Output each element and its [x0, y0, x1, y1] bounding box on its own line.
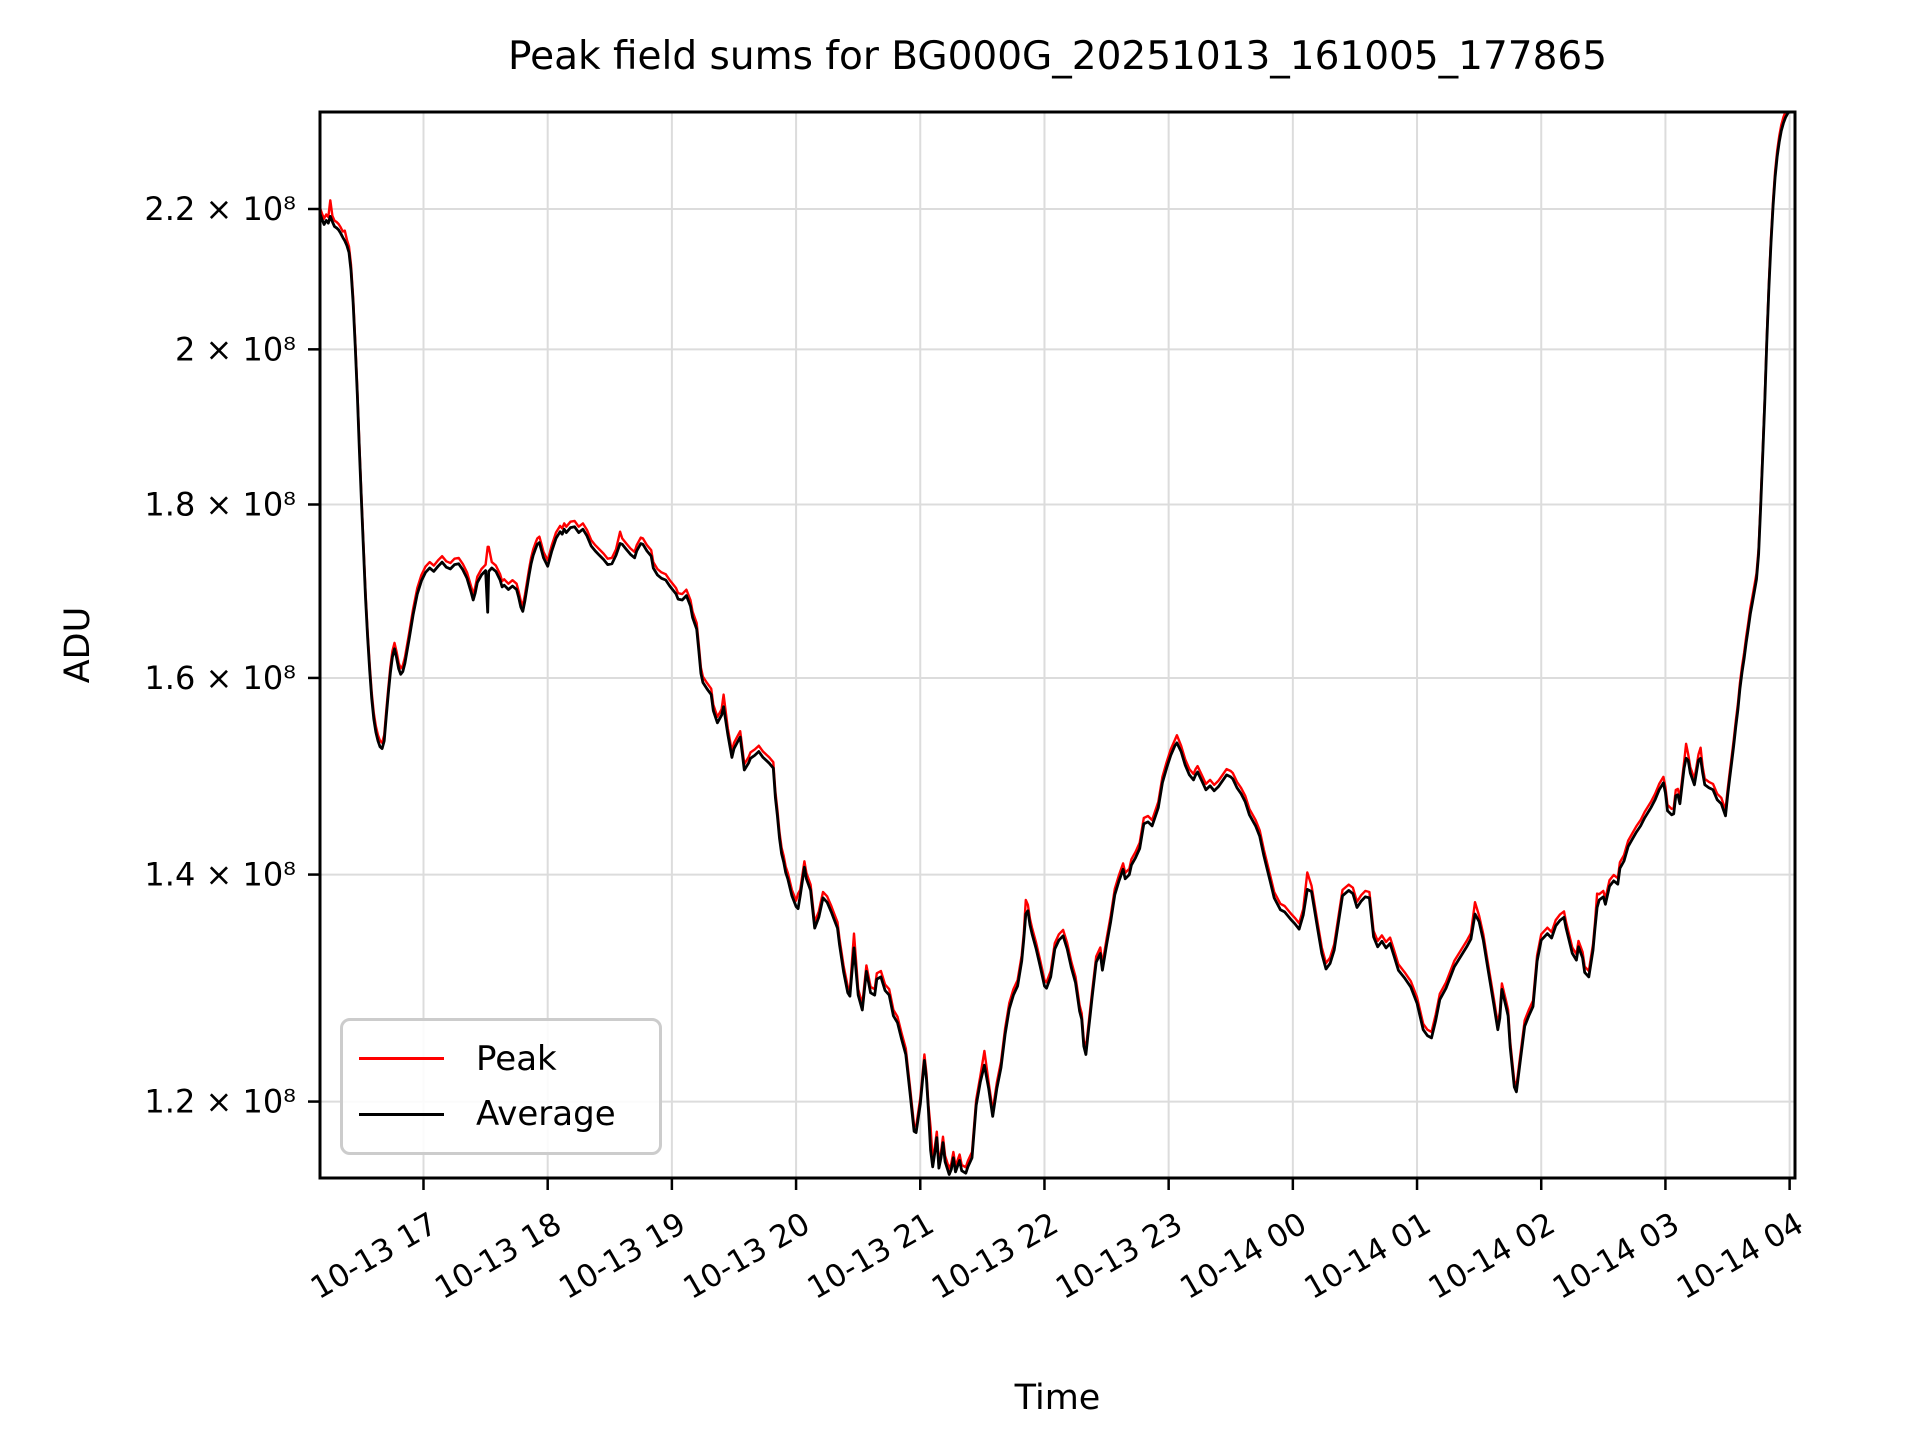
legend-item-peak: Peak — [359, 1039, 659, 1079]
legend-item-average: Average — [359, 1094, 659, 1134]
legend: Peak Average — [340, 1018, 662, 1155]
x-tick-label: 10-14 04 — [1671, 1206, 1810, 1307]
y-tick-label: 2 × 10⁸ — [175, 330, 296, 368]
x-axis-label: Time — [1014, 1378, 1101, 1418]
y-tick-label: 1.8 × 10⁸ — [144, 485, 296, 523]
y-axis-label: ADU — [58, 606, 98, 684]
chart-title: Peak field sums for BG000G_20251013_1610… — [507, 34, 1608, 79]
plot-spines — [318, 110, 1797, 1180]
x-tick-label: 10-13 19 — [553, 1206, 692, 1307]
peak-series-line — [320, 112, 1787, 1170]
legend-label-average: Average — [476, 1094, 616, 1135]
x-tick-label: 10-14 00 — [1174, 1206, 1313, 1307]
x-tick-label: 10-13 21 — [802, 1206, 941, 1307]
x-tick-label: 10-13 20 — [677, 1206, 816, 1307]
y-tick-label: 1.4 × 10⁸ — [144, 856, 296, 894]
average-line-sample-icon — [359, 1112, 444, 1116]
y-tick-label: 1.2 × 10⁸ — [144, 1083, 296, 1121]
x-tick-label: 10-14 03 — [1547, 1206, 1686, 1307]
peak-line-sample-icon — [359, 1057, 444, 1061]
y-tick-label: 1.6 × 10⁸ — [144, 659, 296, 697]
legend-label-peak: Peak — [476, 1038, 557, 1079]
average-series-line — [320, 112, 1792, 1176]
y-tick-label: 2.2 × 10⁸ — [144, 190, 296, 228]
x-tick-label: 10-13 17 — [305, 1206, 444, 1307]
x-tick-label: 10-14 01 — [1298, 1206, 1437, 1307]
x-tick-label: 10-13 23 — [1050, 1206, 1189, 1307]
x-tick-label: 10-13 18 — [429, 1206, 568, 1307]
x-tick-label: 10-13 22 — [926, 1206, 1065, 1307]
x-tick-label: 10-14 02 — [1423, 1206, 1562, 1307]
